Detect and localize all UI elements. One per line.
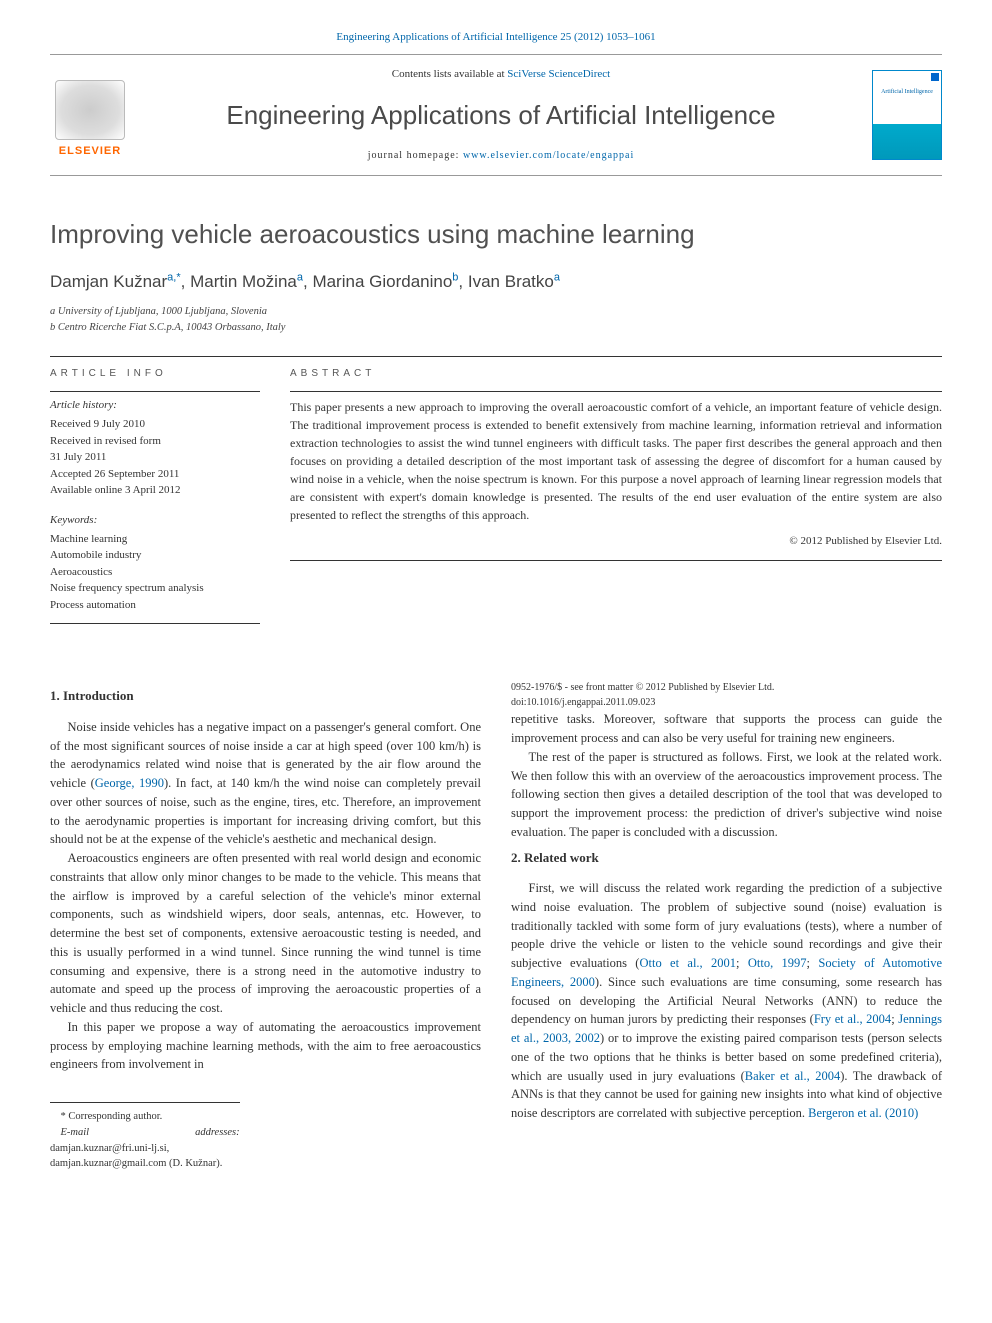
info-abstract-row: ARTICLE INFO Article history: Received 9… (50, 367, 942, 630)
email-line: E-mail addresses: damjan.kuznar@fri.uni-… (50, 1125, 240, 1157)
citation-link[interactable]: Otto et al., 2001 (639, 956, 736, 970)
paragraph: First, we will discuss the related work … (511, 879, 942, 1123)
citation-link[interactable]: Otto, 1997 (748, 956, 807, 970)
article-info-label: ARTICLE INFO (50, 367, 260, 382)
keyword: Machine learning (50, 531, 260, 548)
keyword: Noise frequency spectrum analysis (50, 580, 260, 597)
email-label: E-mail addresses: (61, 1127, 240, 1138)
email-1: damjan.kuznar@fri.uni-lj.si, (50, 1143, 169, 1154)
history-head: Article history: (50, 398, 260, 414)
article-title: Improving vehicle aeroacoustics using ma… (50, 216, 942, 254)
affiliations: a University of Ljubljana, 1000 Ljubljan… (50, 304, 942, 336)
publisher-logo: ELSEVIER (50, 70, 130, 160)
citation-link[interactable]: Fry et al., 2004 (814, 1012, 891, 1026)
divider (290, 560, 942, 561)
keywords-head: Keywords: (50, 513, 260, 529)
elsevier-tree-icon (55, 80, 125, 140)
keyword: Aeroacoustics (50, 564, 260, 581)
abstract-column: ABSTRACT This paper presents a new appro… (290, 367, 942, 630)
section-1-head: 1. Introduction (50, 686, 481, 706)
divider (50, 356, 942, 357)
abstract-text: This paper presents a new approach to im… (290, 398, 942, 524)
author-1: Damjan Kužnar (50, 272, 167, 291)
cover-corner-icon (931, 73, 939, 81)
contents-prefix: Contents lists available at (392, 68, 507, 80)
header-center: Contents lists available at SciVerse Sci… (150, 67, 852, 163)
corresponding-note: * Corresponding author. (50, 1109, 240, 1125)
text-run: ; (736, 956, 748, 970)
text-run: ; (807, 956, 819, 970)
journal-name: Engineering Applications of Artificial I… (150, 97, 852, 135)
citation-line: Engineering Applications of Artificial I… (50, 30, 942, 46)
paragraph: The rest of the paper is structured as f… (511, 748, 942, 842)
divider (50, 391, 260, 392)
publisher-name: ELSEVIER (59, 144, 121, 160)
citation-link[interactable]: Baker et al., 2004 (745, 1069, 840, 1083)
body-text: 1. Introduction Noise inside vehicles ha… (50, 680, 942, 1172)
homepage-link[interactable]: www.elsevier.com/locate/engappai (463, 150, 634, 161)
journal-header: ELSEVIER Contents lists available at Sci… (50, 54, 942, 176)
history-line: 31 July 2011 (50, 449, 260, 466)
history-line: Received 9 July 2010 (50, 416, 260, 433)
author-4-aff[interactable]: a (554, 271, 560, 283)
keyword: Automobile industry (50, 547, 260, 564)
history-line: Received in revised form (50, 433, 260, 450)
contents-line: Contents lists available at SciVerse Sci… (150, 67, 852, 83)
paragraph: Noise inside vehicles has a negative imp… (50, 718, 481, 849)
author-4: Ivan Bratko (468, 272, 554, 291)
abstract-label: ABSTRACT (290, 367, 942, 382)
footnotes: * Corresponding author. E-mail addresses… (50, 1102, 240, 1172)
journal-cover-thumb: Artificial Intelligence (872, 70, 942, 160)
keyword: Process automation (50, 597, 260, 614)
homepage-prefix: journal homepage: (368, 150, 463, 161)
copyright-line: © 2012 Published by Elsevier Ltd. (290, 534, 942, 550)
citation-link[interactable]: George, 1990 (95, 776, 164, 790)
section-2-head: 2. Related work (511, 848, 942, 868)
issn-line: 0952-1976/$ - see front matter © 2012 Pu… (511, 680, 942, 695)
divider (290, 391, 942, 392)
affiliation-a: a University of Ljubljana, 1000 Ljubljan… (50, 304, 942, 320)
homepage-line: journal homepage: www.elsevier.com/locat… (150, 149, 852, 164)
author-1-aff[interactable]: a, (167, 271, 176, 283)
paragraph: Aeroacoustics engineers are often presen… (50, 849, 481, 1018)
doi-line: doi:10.1016/j.engappai.2011.09.023 (511, 695, 942, 710)
cover-label: Artificial Intelligence (877, 89, 937, 96)
footer-meta: 0952-1976/$ - see front matter © 2012 Pu… (511, 680, 942, 710)
author-sep: , (181, 272, 190, 291)
author-3: Marina Giordanino (312, 272, 452, 291)
history-line: Available online 3 April 2012 (50, 482, 260, 499)
paragraph: In this paper we propose a way of automa… (50, 1018, 481, 1074)
affiliation-b: b Centro Ricerche Fiat S.C.p.A, 10043 Or… (50, 320, 942, 336)
keywords-block: Keywords: Machine learning Automobile in… (50, 513, 260, 613)
email-2: damjan.kuznar@gmail.com (D. Kužnar). (50, 1156, 240, 1172)
author-sep: , (458, 272, 467, 291)
citation-link[interactable]: Bergeron et al. (2010) (808, 1106, 918, 1120)
author-2: Martin Možina (190, 272, 297, 291)
citation-link[interactable]: Engineering Applications of Artificial I… (336, 31, 655, 43)
divider (50, 623, 260, 624)
article-info-column: ARTICLE INFO Article history: Received 9… (50, 367, 260, 630)
paragraph: repetitive tasks. Moreover, software tha… (511, 710, 942, 748)
history-line: Accepted 26 September 2011 (50, 466, 260, 483)
authors-line: Damjan Kužnara,*, Martin Možinaa, Marina… (50, 270, 942, 295)
scidirect-link[interactable]: SciVerse ScienceDirect (507, 68, 610, 80)
